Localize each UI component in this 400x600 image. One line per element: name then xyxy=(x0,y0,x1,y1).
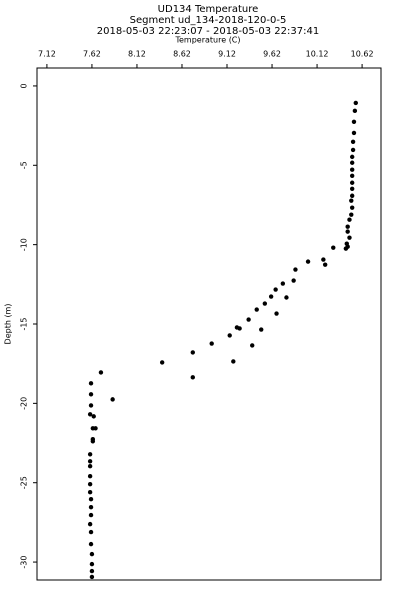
data-point xyxy=(280,281,286,286)
data-point xyxy=(87,521,93,527)
data-point xyxy=(88,381,94,386)
data-point xyxy=(91,414,96,419)
data-point xyxy=(234,325,240,330)
data-point xyxy=(87,452,93,457)
data-point xyxy=(90,439,96,444)
y-tick-label: 0 xyxy=(20,83,29,88)
data-point xyxy=(250,343,255,348)
data-point xyxy=(331,245,336,250)
data-point xyxy=(349,173,355,178)
data-point xyxy=(88,512,94,518)
x-tick-label: 9.62 xyxy=(263,50,281,59)
data-point xyxy=(262,301,268,306)
data-point xyxy=(349,160,355,165)
x-tick-label: 8.62 xyxy=(173,50,191,59)
data-point xyxy=(88,497,94,502)
data-point xyxy=(268,294,274,299)
data-point xyxy=(231,359,236,364)
data-point xyxy=(259,327,264,332)
data-point xyxy=(88,392,94,397)
data-point xyxy=(93,426,98,431)
data-point xyxy=(293,267,298,272)
data-point xyxy=(305,259,311,264)
data-point xyxy=(88,541,94,547)
data-point xyxy=(284,295,289,300)
data-point xyxy=(349,180,355,185)
data-point xyxy=(88,403,94,408)
data-point xyxy=(89,568,95,574)
y-axis-label: Depth (m) xyxy=(4,304,13,345)
data-point xyxy=(88,529,94,535)
data-point xyxy=(87,412,93,417)
data-point xyxy=(274,311,279,316)
data-point xyxy=(349,205,355,210)
x-tick-label: 7.62 xyxy=(83,50,101,59)
data-point xyxy=(273,287,278,292)
data-point xyxy=(88,504,94,510)
data-point xyxy=(349,167,355,172)
data-point xyxy=(321,257,326,262)
data-point xyxy=(352,108,358,114)
chart-title: UD134 Temperature xyxy=(158,4,259,15)
x-tick-label: 9.12 xyxy=(218,50,236,59)
data-point xyxy=(345,244,350,249)
x-tick-label: 8.12 xyxy=(128,50,146,59)
x-tick-label: 7.12 xyxy=(38,50,56,59)
data-point xyxy=(349,154,355,160)
y-tick-label: -10 xyxy=(20,238,29,251)
data-point xyxy=(351,130,357,136)
data-point xyxy=(190,350,195,355)
data-point xyxy=(349,212,354,217)
data-point xyxy=(291,278,296,283)
data-point xyxy=(110,397,115,402)
y-tick-label: -20 xyxy=(20,397,29,410)
data-point xyxy=(159,360,165,365)
data-point xyxy=(209,341,214,346)
time-range: 2018-05-03 22:23:07 - 2018-05-03 22:37:4… xyxy=(97,26,319,37)
data-point xyxy=(347,235,352,240)
data-point xyxy=(89,561,95,567)
data-point xyxy=(87,464,93,469)
data-point xyxy=(87,474,93,479)
data-point xyxy=(350,147,356,153)
data-point xyxy=(98,370,104,375)
data-point xyxy=(347,217,352,222)
data-point xyxy=(345,229,350,234)
y-tick-label: -30 xyxy=(20,556,29,569)
y-tick-label: -25 xyxy=(20,476,29,489)
data-point xyxy=(227,333,232,338)
data-point xyxy=(89,551,95,557)
y-tick-label: -15 xyxy=(20,317,29,330)
x-tick-label: 10.12 xyxy=(306,50,329,59)
data-point xyxy=(322,262,328,267)
data-point xyxy=(87,490,93,495)
data-point xyxy=(89,574,95,580)
data-point xyxy=(350,139,356,145)
chart-subtitle: Segment ud_134-2018-120-0-5 xyxy=(130,15,287,26)
x-axis-label: Temperature (C) xyxy=(174,36,240,45)
data-point xyxy=(351,119,357,125)
data-point xyxy=(190,375,195,380)
data-point xyxy=(87,481,93,487)
data-point xyxy=(87,459,93,464)
data-point xyxy=(349,198,354,203)
data-point xyxy=(349,193,355,198)
data-point xyxy=(353,100,358,106)
plot-frame xyxy=(36,67,382,581)
x-tick-label: 10.62 xyxy=(351,50,374,59)
data-point xyxy=(349,186,355,191)
y-tick-label: -5 xyxy=(20,161,29,169)
data-point xyxy=(345,224,350,229)
data-point xyxy=(254,307,259,312)
data-point xyxy=(246,317,251,322)
